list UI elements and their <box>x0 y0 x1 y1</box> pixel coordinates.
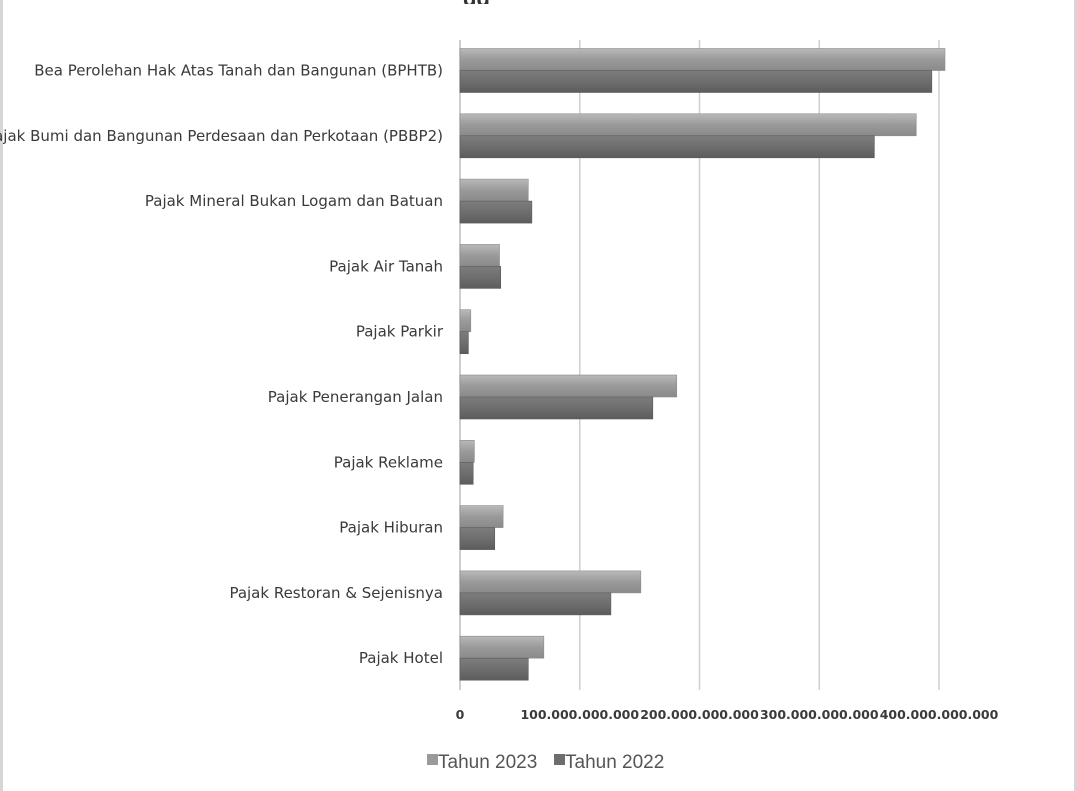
legend-label: Tahun 2022 <box>565 752 664 773</box>
category-label: Pajak Restoran & Sejenisnya <box>229 584 443 602</box>
category-label: Pajak Reklame <box>334 453 443 471</box>
bar-tahun-2022 <box>460 528 495 550</box>
bar-tahun-2022 <box>460 136 874 158</box>
bar-tahun-2022 <box>460 332 468 354</box>
category-label: Pajak Bumi dan Bangunan Perdesaan dan Pe… <box>0 127 443 145</box>
bar-tahun-2023 <box>460 179 528 201</box>
bar-tahun-2023 <box>460 440 474 462</box>
category-label: Bea Perolehan Hak Atas Tanah dan Banguna… <box>34 62 443 80</box>
bar-tahun-2022 <box>460 397 653 419</box>
x-tick-label: 0 <box>456 707 465 722</box>
x-tick-label: 300.000.000.000 <box>760 707 879 722</box>
bar-tahun-2022 <box>460 462 473 484</box>
bar-tahun-2023 <box>460 636 544 658</box>
bar-tahun-2023 <box>460 571 641 593</box>
bar-tahun-2022 <box>460 201 532 223</box>
x-tick-label: 100.000.000.000 <box>520 707 639 722</box>
bar-tahun-2023 <box>460 310 471 332</box>
category-label: Pajak Hiburan <box>339 519 443 537</box>
bar-tahun-2022 <box>460 658 528 680</box>
bar-tahun-2023 <box>460 114 916 136</box>
category-label: Pajak Mineral Bukan Logam dan Batuan <box>145 192 443 210</box>
category-label: Pajak Air Tanah <box>329 257 443 275</box>
category-label: Pajak Hotel <box>359 649 443 667</box>
bar-tahun-2023 <box>460 506 503 528</box>
bar-tahun-2023 <box>460 49 945 71</box>
bar-tahun-2023 <box>460 244 500 266</box>
category-label: Pajak Penerangan Jalan <box>268 388 443 406</box>
bar-tahun-2022 <box>460 593 611 615</box>
legend-swatch <box>554 754 565 765</box>
bar-tahun-2022 <box>460 266 501 288</box>
legend-label: Tahun 2023 <box>438 752 537 773</box>
category-label: Pajak Parkir <box>356 323 444 341</box>
bar-tahun-2023 <box>460 375 677 397</box>
x-tick-label: 400.000.000.000 <box>880 707 999 722</box>
bar-tahun-2022 <box>460 71 932 93</box>
x-tick-label: 200.000.000.000 <box>640 707 759 722</box>
legend-swatch <box>427 754 438 765</box>
